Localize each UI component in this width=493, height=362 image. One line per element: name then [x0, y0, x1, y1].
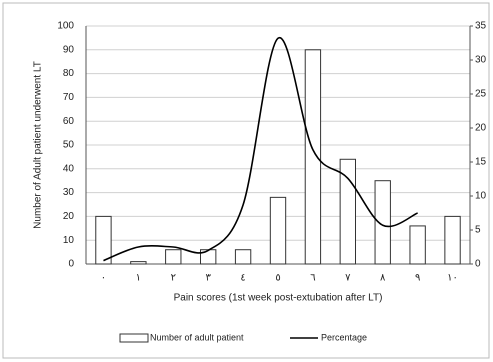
y-tick-label: 0	[68, 259, 74, 270]
bar	[444, 215, 461, 265]
y2-tick-label: 20	[475, 123, 487, 134]
x-tick-label: ٥	[275, 273, 280, 284]
x-tick-label: ٧	[345, 273, 351, 284]
y-tick-label: 100	[57, 21, 74, 32]
bar	[339, 158, 356, 265]
x-tick-label: ٤	[240, 273, 245, 284]
bar	[95, 215, 112, 265]
y2-tick-label: 5	[475, 225, 481, 236]
y2-tick-label: 0	[475, 259, 481, 270]
y-tick-label: 50	[63, 140, 75, 151]
y2-tick-label: 35	[475, 21, 487, 32]
y-tick-label: 10	[63, 235, 75, 246]
legend-label: Percentage	[321, 332, 367, 342]
y2-tick-label: 10	[475, 191, 487, 202]
y2-tick-label: 25	[475, 89, 487, 100]
bar	[374, 180, 391, 265]
y-tick-label: 30	[63, 187, 75, 198]
bar	[269, 196, 287, 265]
x-tick-label: ٦	[310, 273, 315, 284]
legend-label: Number of adult patient	[150, 332, 244, 342]
y-tick-label: 80	[63, 68, 75, 79]
y-axis-label: Number of Adult patient underwent LT	[33, 61, 44, 229]
y2-tick-label: 15	[475, 157, 487, 168]
y-tick-label: 20	[63, 211, 75, 222]
y-tick-label: 70	[63, 92, 75, 103]
chart-frame	[2, 2, 490, 359]
y-tick-label: 40	[63, 163, 75, 174]
x-tick-label: ١٠	[447, 273, 458, 284]
y-tick-label: 60	[63, 116, 75, 127]
x-tick-label: ٣	[205, 273, 211, 284]
x-tick-label: ١	[136, 273, 141, 284]
y-tick-label: 90	[63, 44, 75, 55]
bar	[165, 249, 182, 265]
line	[103, 37, 418, 262]
y2-tick-label: 30	[475, 55, 487, 66]
bar	[409, 225, 426, 265]
x-tick-label: ٨	[380, 273, 386, 284]
bar	[234, 249, 252, 265]
x-tick-label: ٠	[101, 273, 106, 284]
legend-swatch	[119, 333, 149, 343]
x-axis-label: Pain scores (1st week post-extubation af…	[174, 293, 383, 304]
bar	[130, 261, 147, 265]
x-tick-label: ٩	[415, 273, 420, 284]
x-tick-label: ٢	[171, 273, 176, 284]
bar	[304, 49, 322, 265]
